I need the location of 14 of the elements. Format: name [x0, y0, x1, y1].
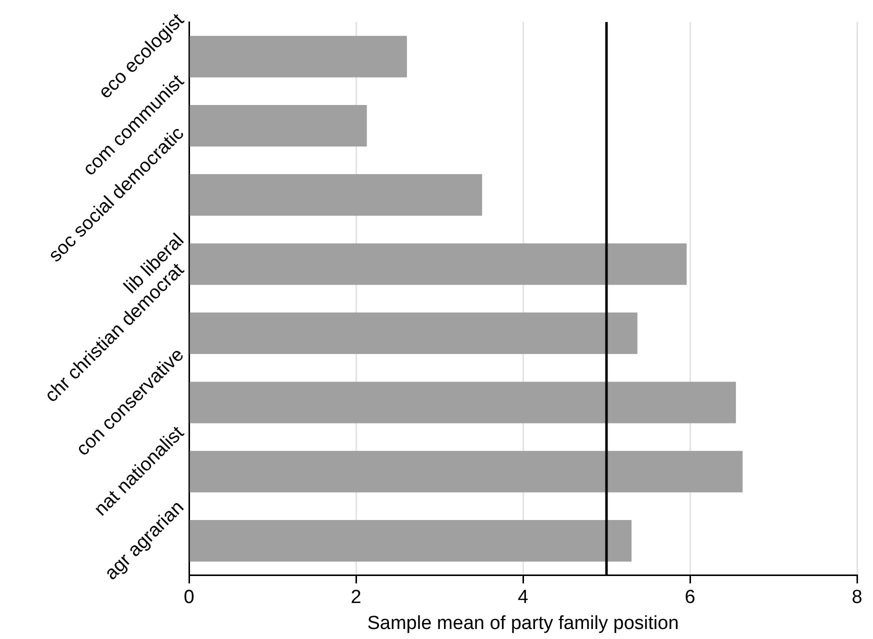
bar	[190, 520, 632, 562]
bar	[190, 382, 736, 424]
x-tick-label: 6	[684, 587, 696, 608]
bar	[190, 450, 743, 492]
x-axis-title: Sample mean of party family position	[367, 612, 679, 634]
bar	[190, 243, 687, 285]
x-tick-label: 0	[184, 587, 194, 608]
x-tick-label: 8	[852, 587, 862, 608]
bar	[190, 312, 638, 354]
x-tick-label: 4	[518, 587, 529, 608]
x-tick-label: 2	[350, 587, 362, 608]
bar	[190, 174, 482, 216]
bar	[190, 105, 367, 147]
bar	[190, 36, 407, 78]
